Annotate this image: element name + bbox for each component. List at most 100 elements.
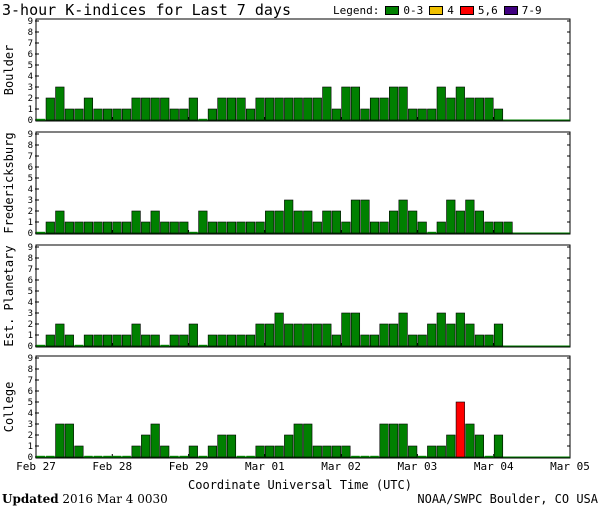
y-tick-label: 0 (28, 453, 33, 463)
data-bar (141, 221, 151, 234)
data-bar (265, 445, 275, 458)
y-tick-label: 8 (28, 141, 33, 151)
data-bar (379, 323, 389, 347)
y-tick-label: 1 (28, 331, 33, 341)
data-bar (131, 210, 141, 234)
x-tick-label: Mar 03 (398, 460, 438, 473)
data-bar (493, 221, 504, 234)
y-tick-label: 4 (28, 298, 33, 308)
data-bar (503, 221, 513, 234)
y-tick-label: 5 (28, 287, 33, 297)
data-bar (322, 323, 332, 347)
data-bar (160, 344, 169, 346)
data-bar (322, 445, 332, 458)
data-bar (236, 334, 246, 347)
data-bar (217, 434, 227, 458)
data-bar (427, 231, 436, 233)
data-bar (93, 108, 103, 121)
data-bar (188, 97, 198, 121)
y-tick-label: 5 (28, 61, 33, 71)
data-bar (36, 344, 46, 346)
data-bar (274, 97, 284, 121)
y-tick-label: 3 (28, 420, 33, 430)
y-tick-label: 0 (28, 116, 33, 126)
data-bar (198, 118, 208, 120)
data-bar (84, 455, 93, 457)
data-bar (408, 210, 418, 234)
data-bar (293, 323, 303, 347)
data-bar (465, 199, 475, 234)
data-bar (45, 221, 55, 234)
data-bar (303, 323, 313, 347)
data-bar (274, 210, 284, 234)
data-bar (455, 401, 465, 458)
y-tick-label: 2 (28, 207, 33, 217)
y-tick-label: 5 (28, 398, 33, 408)
y-tick-label: 6 (28, 163, 33, 173)
data-bar (408, 445, 418, 458)
x-tick-label: Mar 04 (474, 460, 514, 473)
y-tick-label: 3 (28, 83, 33, 93)
data-bar (169, 334, 179, 347)
data-bar (446, 434, 456, 458)
data-bar (217, 334, 227, 347)
k-index-chart: Boulder0123456789Fredericksburg012345678… (2, 17, 590, 473)
data-bar (417, 455, 427, 457)
data-bar (112, 108, 122, 121)
data-bar (312, 97, 322, 121)
data-bar (389, 423, 399, 458)
data-bar (46, 455, 55, 457)
data-bar (274, 445, 284, 458)
data-bar (493, 108, 504, 121)
data-bar (389, 86, 399, 121)
data-bar (303, 97, 313, 121)
data-bar (112, 455, 122, 457)
data-bar (36, 118, 46, 120)
legend-label: Legend: (333, 3, 380, 17)
data-bar (102, 221, 113, 234)
data-bar (398, 199, 408, 234)
data-bar (417, 221, 427, 234)
data-bar (74, 344, 84, 346)
data-bar (474, 97, 484, 121)
y-tick-label: 3 (28, 309, 33, 319)
data-bar (417, 334, 427, 347)
data-bar (379, 97, 389, 121)
data-bar (141, 434, 151, 458)
data-bar (351, 455, 360, 457)
y-tick-label: 7 (28, 376, 33, 386)
data-bar (293, 97, 303, 121)
panel-label: Boulder (2, 45, 16, 96)
data-bar (45, 97, 55, 121)
data-bar (369, 221, 380, 234)
data-bar (465, 423, 475, 458)
data-bar (245, 108, 256, 121)
data-bar (293, 423, 303, 458)
y-tick-label: 0 (28, 229, 33, 239)
data-bar (255, 97, 265, 121)
x-axis-label: Coordinate Universal Time (UTC) (188, 478, 412, 492)
data-bar (150, 334, 160, 347)
data-bar (436, 86, 446, 121)
data-bar (150, 423, 160, 458)
data-bar (455, 86, 465, 121)
data-bar (160, 221, 170, 234)
legend-text-7-9: 7-9 (521, 3, 542, 17)
y-tick-label: 2 (28, 431, 33, 441)
data-bar (427, 445, 437, 458)
y-tick-label: 8 (28, 254, 33, 264)
data-bar (131, 323, 141, 347)
panel-frame (35, 18, 571, 122)
data-bar (102, 334, 113, 347)
data-bar (64, 108, 74, 121)
data-bar (245, 334, 256, 347)
data-bar (493, 434, 504, 458)
data-bar (446, 323, 456, 347)
data-bar (74, 445, 84, 458)
data-bar (112, 221, 122, 234)
y-tick-label: 7 (28, 39, 33, 49)
data-bar (465, 323, 475, 347)
y-tick-label: 9 (28, 130, 33, 140)
data-bar (284, 323, 294, 347)
data-bar (360, 455, 370, 457)
